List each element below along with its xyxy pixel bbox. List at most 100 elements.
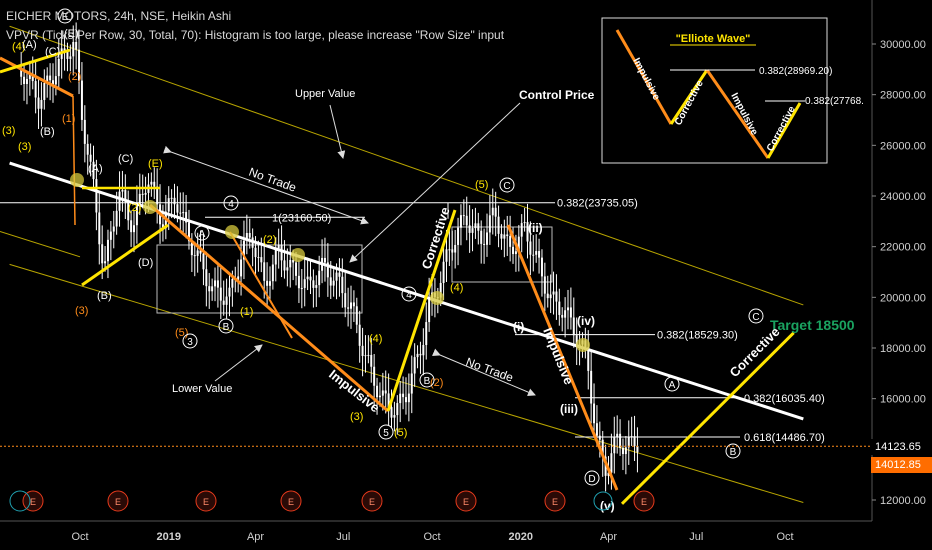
candle-body: [49, 75, 52, 81]
candle-body: [480, 230, 483, 244]
candle-body: [543, 276, 546, 294]
candle-body: [54, 76, 57, 85]
candle-body: [590, 370, 593, 404]
candle-body: [176, 204, 179, 213]
candle-body: [471, 228, 474, 233]
wave-label: (2): [263, 234, 276, 246]
candle-body: [170, 197, 173, 199]
candle-body: [43, 82, 46, 100]
candle-body: [564, 310, 567, 318]
candle-body: [633, 436, 636, 447]
candle-body: [500, 233, 503, 239]
candle-body: [92, 161, 95, 180]
y-tick-label: 24000.00: [880, 191, 926, 203]
inset-level-label: 0.382(27768.: [805, 96, 864, 107]
candle-body: [390, 407, 393, 418]
candle-body: [526, 222, 529, 242]
candle-body: [179, 212, 182, 214]
candle-body: [621, 447, 624, 455]
candle-body: [457, 227, 460, 245]
candle-body: [303, 279, 306, 288]
candle-body: [228, 287, 231, 297]
candle-body: [601, 439, 604, 457]
candle-body: [78, 49, 81, 81]
time-axis-bg: [0, 521, 872, 550]
candle-body: [485, 232, 488, 245]
y-tick-label: 22000.00: [880, 242, 926, 254]
candle-body: [619, 433, 622, 448]
fib-level-label: 0.382(18529.30): [657, 330, 738, 342]
candle-body: [491, 207, 494, 216]
candle-body: [558, 301, 561, 315]
candle-body: [610, 453, 613, 473]
candle-body: [344, 293, 347, 308]
wave-circle-label-ring: [378, 424, 394, 440]
no-trade-arrow-2: [431, 348, 536, 396]
wave-label: (4): [369, 333, 382, 345]
earnings-icon-label: E: [463, 497, 469, 507]
lower-value-arrow: [214, 344, 263, 382]
candle-body: [231, 279, 234, 288]
wave-circle-label-ring: [499, 177, 515, 193]
wave-circle-label-ring: [419, 372, 435, 388]
candle-body: [326, 262, 329, 278]
dividend-icon: [9, 490, 31, 512]
candle-body: [242, 240, 245, 260]
wave-label: (B): [40, 126, 55, 138]
wave-circle-label: 3: [187, 337, 193, 348]
candle-body: [569, 307, 572, 318]
candle-body: [283, 260, 286, 271]
candle-body: [598, 435, 601, 440]
candle-body: [384, 390, 387, 394]
inset-box: [601, 17, 828, 164]
candle-body: [190, 241, 193, 256]
candle-body: [552, 291, 555, 295]
inset-corrective-1: [669, 69, 709, 125]
earnings-icon: [633, 490, 655, 512]
pivot-marker: [576, 338, 590, 352]
candle-body: [86, 143, 89, 155]
wave-label: (C): [118, 153, 133, 165]
candle-body: [144, 192, 147, 195]
earnings-icon-label: E: [203, 497, 209, 507]
candle-body: [575, 335, 578, 346]
candle-body: [468, 225, 471, 233]
candle-body: [477, 223, 480, 231]
wave-label: (5): [475, 179, 488, 191]
wave-label: (A): [88, 163, 103, 175]
candle-body: [309, 276, 312, 281]
wave-circle-label-ring: [584, 470, 600, 486]
x-tick-label: Apr: [600, 531, 617, 543]
orange-thin-line: [72, 95, 76, 226]
candle-body: [31, 73, 34, 82]
candle-body: [341, 276, 344, 294]
x-tick-label: Oct: [776, 531, 793, 543]
lower-value-label: Lower Value: [172, 383, 232, 395]
candle-body: [593, 403, 596, 424]
candle-body: [115, 210, 118, 227]
candle-body: [497, 216, 500, 234]
candle-body: [156, 186, 159, 205]
candle-body: [607, 472, 610, 476]
pivot-marker: [291, 248, 305, 262]
wave-label: (2): [68, 71, 81, 83]
candle-body: [208, 286, 211, 292]
wave-circle-label-ring: [725, 443, 741, 459]
candle-body: [318, 270, 321, 286]
candle-body: [28, 73, 31, 79]
candle-body: [352, 302, 355, 307]
wave-label: (C): [45, 46, 60, 58]
wave-circle-label-ring: [748, 308, 764, 324]
y-tick-label: 12000.00: [880, 495, 926, 507]
candle-body: [205, 269, 208, 287]
candle-body: [240, 259, 243, 277]
earnings-icon: [361, 490, 383, 512]
candle-body: [442, 261, 445, 283]
candle-body: [627, 436, 630, 448]
candle-body: [393, 415, 396, 418]
fib-level-label: 0.618(14486.70): [744, 432, 825, 444]
wave-label: (3): [75, 305, 88, 317]
pivot-marker: [430, 291, 444, 305]
